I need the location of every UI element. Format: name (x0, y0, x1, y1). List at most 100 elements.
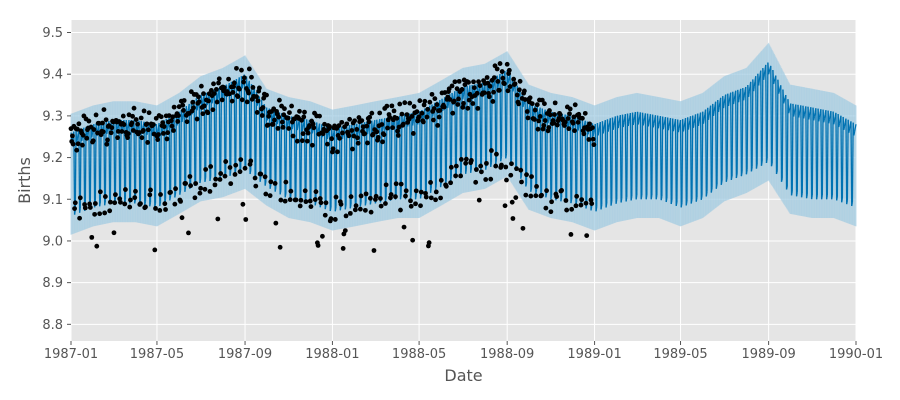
observed-point (337, 135, 342, 141)
forecast-segment (295, 117, 298, 197)
observed-point (298, 197, 304, 203)
forecast-segment (760, 70, 763, 166)
observed-point (253, 183, 259, 189)
forecast-segment (815, 108, 818, 200)
forecast-segment (369, 121, 372, 205)
observed-point (70, 141, 76, 147)
forecast-segment (545, 110, 548, 194)
forecast-segment (700, 195, 703, 200)
observed-point (244, 99, 250, 105)
observed-point (393, 194, 398, 200)
forecast-segment (846, 119, 849, 201)
observed-point (381, 132, 387, 138)
forecast-segment (108, 120, 111, 205)
observed-point (578, 202, 584, 208)
observed-point (228, 181, 234, 187)
forecast-segment (560, 197, 563, 202)
observed-point (164, 136, 170, 142)
forecast-segment (610, 201, 613, 206)
forecast-segment (189, 102, 192, 185)
observed-point (231, 84, 236, 89)
forecast-segment (462, 94, 465, 100)
forecast-segment (103, 121, 106, 206)
forecast-segment (318, 123, 321, 208)
forecast-segment (255, 91, 258, 175)
observed-point (375, 135, 381, 140)
forecast-segment (747, 91, 750, 97)
observed-point (438, 177, 444, 183)
observed-point (201, 103, 207, 109)
forecast-segment (803, 114, 806, 119)
forecast-segment (229, 171, 232, 176)
observed-point (266, 113, 272, 119)
observed-point (516, 87, 522, 93)
observed-point (70, 133, 75, 139)
observed-point (254, 110, 260, 115)
observed-point (413, 201, 418, 207)
forecast-segment (482, 86, 485, 92)
forecast-segment (642, 121, 645, 126)
observed-point (491, 89, 496, 95)
observed-point (565, 116, 571, 121)
forecast-segment (833, 120, 836, 125)
forecast-segment (522, 103, 525, 108)
observed-point (131, 105, 137, 111)
forecast-segment (821, 109, 824, 196)
forecast-segment (439, 182, 442, 188)
forecast-segment (630, 196, 633, 201)
forecast-segment (387, 121, 390, 127)
observed-point (383, 201, 388, 206)
y-tick-label: 9.0 (42, 234, 63, 249)
observed-point (270, 121, 276, 127)
observed-point (184, 119, 190, 125)
forecast-segment (599, 122, 602, 210)
forecast-segment (157, 127, 160, 133)
observed-point (237, 169, 243, 175)
observed-point (584, 233, 590, 238)
observed-point (175, 119, 181, 124)
forecast-segment (850, 121, 853, 206)
forecast-segment (670, 199, 673, 205)
forecast-segment (853, 131, 856, 136)
observed-point (104, 141, 110, 147)
forecast-segment (604, 120, 607, 208)
observed-point (453, 173, 459, 179)
forecast-segment (707, 114, 710, 120)
observed-point (187, 174, 193, 179)
observed-point (100, 129, 106, 135)
forecast-segment (379, 119, 382, 203)
observed-point (401, 224, 407, 230)
y-tick-label: 9.5 (42, 26, 63, 41)
forecast-segment (341, 134, 344, 140)
observed-point (384, 103, 390, 109)
forecast-segment (671, 118, 674, 201)
observed-point (322, 212, 328, 218)
observed-point (546, 125, 552, 130)
observed-point (448, 180, 454, 186)
y-tick-label: 8.8 (42, 318, 63, 333)
forecast-segment (709, 105, 712, 193)
forecast-segment (310, 120, 313, 200)
observed-point (514, 166, 519, 172)
observed-point (102, 194, 108, 199)
forecast-segment (465, 169, 468, 174)
forecast-segment (429, 188, 432, 193)
forecast-segment (785, 95, 788, 190)
forecast-segment (293, 116, 296, 201)
observed-point (176, 113, 181, 118)
forecast-segment (340, 126, 343, 206)
observed-point (527, 95, 533, 101)
forecast-segment (806, 106, 809, 195)
observed-point (80, 142, 85, 148)
observed-point (479, 169, 484, 175)
forecast-segment (663, 121, 666, 126)
forecast-segment (265, 107, 268, 183)
observed-point (240, 201, 246, 207)
forecast-segment (434, 102, 437, 190)
forecast-segment (414, 112, 417, 200)
forecast-segment (118, 120, 121, 204)
observed-point (252, 175, 258, 181)
observed-point (484, 160, 489, 166)
observed-point (202, 186, 208, 192)
observed-point (511, 76, 517, 82)
